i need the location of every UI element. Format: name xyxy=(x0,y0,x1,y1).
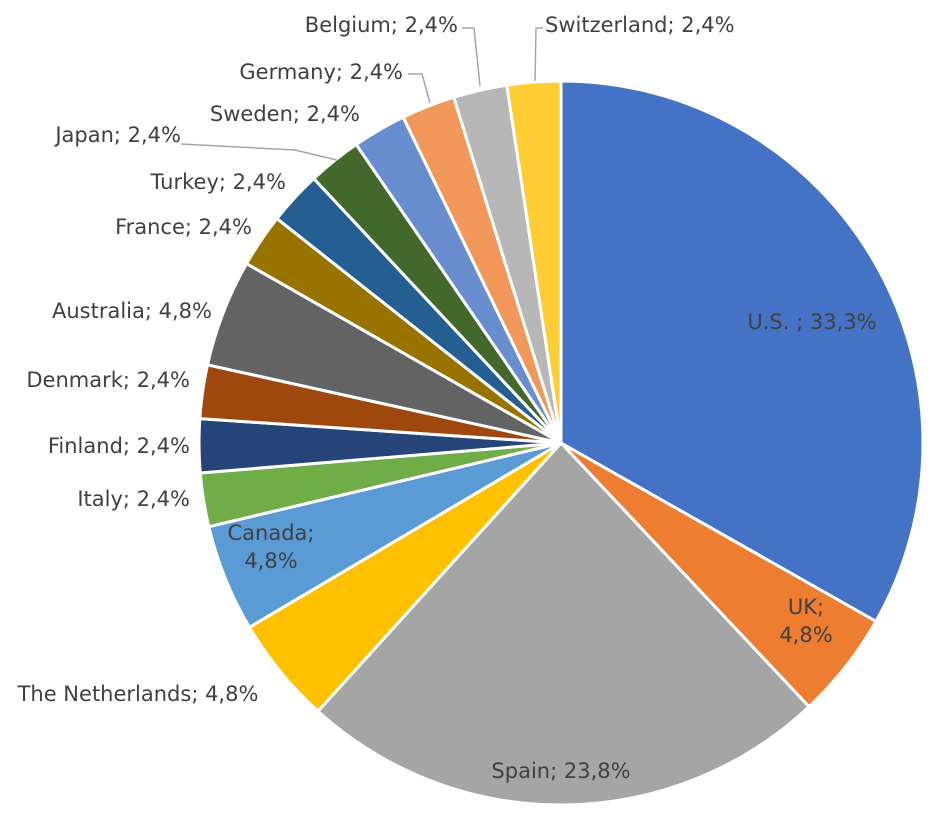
data-label-australia: Australia; 4,8% xyxy=(52,299,212,323)
data-label-denmark: Denmark; 2,4% xyxy=(26,368,190,392)
data-label-sweden: Sweden; 2,4% xyxy=(210,102,360,126)
data-label-germany: Germany; 2,4% xyxy=(239,60,403,84)
data-label-turkey: Turkey; 2,4% xyxy=(150,170,286,194)
data-label-switzerland: Switzerland; 2,4% xyxy=(545,13,735,37)
data-label-france: France; 2,4% xyxy=(115,215,252,239)
pie-slice-switzerland xyxy=(505,79,563,444)
leader-line-germany xyxy=(408,73,431,104)
leader-line-belgium xyxy=(462,27,481,87)
data-label-belgium: Belgium; 2,4% xyxy=(305,13,458,37)
data-label-japan: Japan; 2,4% xyxy=(53,123,181,147)
leader-line-switzerland xyxy=(534,27,543,82)
data-label-spain: Spain; 23,8% xyxy=(491,759,630,783)
slices-layer xyxy=(197,79,925,807)
data-label-u-s: U.S. ; 33,3% xyxy=(747,310,876,334)
labels-layer: U.S. ; 33,3% UK; 4,8% Spain; 23,8% The Nethe… xyxy=(17,13,877,783)
data-label-canada: Canada; 4,8% xyxy=(228,521,315,573)
leader-line-japan xyxy=(180,143,338,161)
pie-slice-u-s xyxy=(559,79,925,624)
data-label-uk: UK; 4,8% xyxy=(779,595,832,647)
leader-lines-layer xyxy=(180,27,543,161)
data-label-the-netherlands: The Netherlands; 4,8% xyxy=(17,682,259,706)
data-label-italy: Italy; 2,4% xyxy=(77,487,190,511)
data-label-finland: Finland; 2,4% xyxy=(48,434,190,458)
pie-slice-spain xyxy=(315,440,812,807)
